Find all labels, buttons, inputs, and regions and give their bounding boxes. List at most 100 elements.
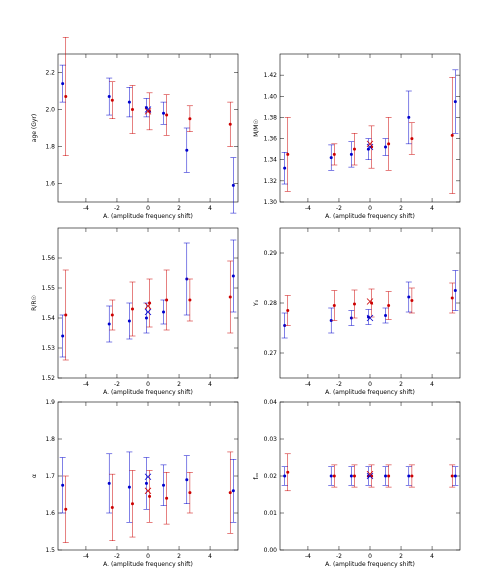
cross-marker-red — [144, 487, 152, 495]
data-point — [352, 147, 356, 151]
data-point — [387, 304, 391, 307]
data-point — [165, 113, 169, 117]
data-point — [61, 483, 65, 487]
data-point — [453, 289, 457, 292]
y-tick-label: 1.6 — [45, 181, 55, 188]
data-point — [450, 133, 454, 137]
y-tick-label: 1.5 — [45, 547, 55, 554]
series-blue — [281, 270, 459, 339]
y-tick-label: 0.00 — [264, 547, 278, 554]
x-tick-label: 0 — [368, 553, 372, 560]
x-tick-label: -4 — [83, 381, 89, 388]
data-point — [107, 322, 111, 326]
data-point — [61, 82, 65, 86]
data-point — [332, 474, 336, 478]
data-point — [384, 474, 388, 478]
cross-marker-red — [366, 298, 374, 305]
series-red — [62, 451, 234, 543]
data-point — [185, 148, 189, 152]
x-tick-label: 0 — [146, 553, 150, 560]
data-point — [110, 505, 114, 509]
data-point — [407, 115, 411, 119]
x-tick-label: -4 — [83, 553, 89, 560]
cross-marker-red — [144, 302, 152, 310]
data-point — [410, 137, 414, 141]
x-tick-label: 4 — [430, 205, 434, 212]
data-point — [407, 474, 411, 478]
x-tick-label: -2 — [336, 381, 342, 388]
data-point — [162, 310, 166, 314]
data-point — [110, 313, 114, 317]
x-tick-label: 4 — [208, 381, 212, 388]
y-tick-label: 1.54 — [42, 315, 56, 322]
data-point — [352, 474, 356, 478]
cross-marker-blue — [144, 473, 152, 481]
data-point — [185, 478, 189, 482]
x-tick-label: -4 — [305, 553, 311, 560]
y-tick-label: 1.6 — [45, 510, 55, 517]
x-tick-label: -4 — [305, 381, 311, 388]
cross-marker-blue — [144, 106, 152, 113]
y-tick-label: 1.53 — [42, 345, 56, 352]
data-point — [64, 95, 68, 99]
panel-6: -4 -2 0 2 4 0.00 0.01 0.02 0.03 0.04 A. (amplitude… — [253, 399, 461, 568]
cross-marker-blue — [366, 314, 374, 322]
data-point — [407, 295, 411, 299]
data-point — [144, 481, 148, 485]
data-point — [286, 470, 290, 474]
data-point — [144, 316, 148, 320]
data-point — [384, 314, 388, 317]
series-blue — [59, 239, 237, 358]
panel-1: -4 -2 0 2 4 1.6 1.8 2.0 2.2 A. (amplitude frequen… — [31, 37, 239, 220]
cross-marker-red — [366, 140, 374, 148]
data-point — [228, 491, 232, 495]
data-point — [231, 183, 235, 187]
data-point — [332, 304, 336, 307]
y-tick-label: 0.28 — [264, 300, 278, 307]
data-point — [162, 111, 166, 115]
panel-3: -4 -2 0 2 4 1.52 1.53 1.54 1.55 1.56 A. (amplitude… — [31, 227, 239, 396]
data-point — [130, 307, 134, 311]
y-tick-label: 2.2 — [45, 70, 55, 77]
data-point — [228, 295, 232, 299]
y-tick-label: 0.02 — [264, 473, 278, 480]
x-tick-label: 2 — [399, 205, 403, 212]
data-point — [107, 481, 111, 485]
x-tick-label: -4 — [305, 205, 311, 212]
data-point — [64, 313, 68, 317]
y-tick-label: 1.42 — [264, 72, 278, 79]
x-tick-label: -2 — [336, 553, 342, 560]
data-point — [410, 299, 414, 302]
y-tick-label: 1.40 — [264, 93, 278, 100]
data-point — [349, 316, 353, 320]
y-tick-label: 1.32 — [264, 178, 278, 185]
x-tick-label: -2 — [336, 205, 342, 212]
series-blue — [59, 64, 237, 214]
data-point — [329, 319, 333, 322]
plot-frame — [57, 401, 239, 551]
x-tick-label: 0 — [146, 381, 150, 388]
x-tick-label: -2 — [114, 553, 120, 560]
series-red — [62, 37, 234, 156]
plot-frame — [57, 53, 239, 203]
x-tick-label: 4 — [430, 553, 434, 560]
x-tick-label: 2 — [177, 205, 181, 212]
data-point — [127, 485, 131, 489]
data-point — [61, 334, 65, 338]
x-tick-label: 2 — [177, 553, 181, 560]
data-point — [329, 474, 333, 478]
data-point — [349, 474, 353, 478]
cross-marker-red — [144, 108, 152, 115]
data-point — [130, 502, 134, 506]
data-point — [286, 152, 290, 156]
x-axis-label: A. (amplitude frequency shift) — [103, 389, 193, 396]
data-point — [228, 122, 232, 126]
x-tick-label: 4 — [430, 381, 434, 388]
y-tick-label: 0.27 — [264, 350, 278, 357]
series-red — [284, 77, 456, 194]
series-blue — [59, 451, 237, 523]
data-point — [107, 95, 111, 99]
panel-5: -4 -2 0 2 4 1.5 1.6 1.7 1.8 1.9 A. (amplitude freq… — [31, 399, 239, 568]
data-point — [352, 302, 356, 306]
plot-frame — [279, 53, 461, 203]
